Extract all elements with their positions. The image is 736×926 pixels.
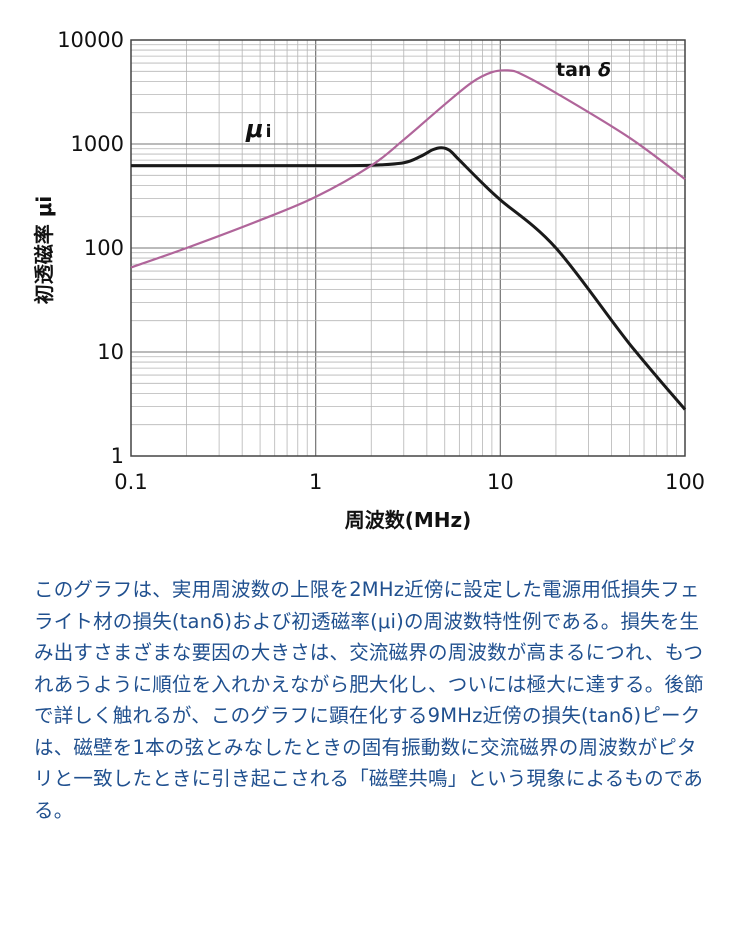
tan-word: tan (556, 59, 598, 81)
x-tick-label: 10 (487, 470, 514, 494)
y-tick-label: 100 (84, 236, 124, 260)
y-tick-label: 10000 (57, 28, 124, 52)
series-layer (130, 69, 687, 411)
tan-delta-series-line (130, 69, 686, 269)
y-tick-label: 1000 (71, 132, 124, 156)
x-axis-label: 周波数(MHz) (345, 508, 472, 532)
tan-delta-series-label: tan δ (556, 59, 611, 81)
x-tick-label: 100 (665, 470, 705, 494)
mu-subscript: i (266, 122, 272, 142)
x-tick-label: 0.1 (114, 470, 147, 494)
grid-lines (130, 39, 686, 457)
x-tick-label: 1 (309, 470, 322, 494)
y-tick-label: 10 (97, 340, 124, 364)
delta-symbol: δ (598, 59, 611, 81)
caption-paragraph: このグラフは、実用周波数の上限を2MHz近傍に設定した電源用低損失フェライト材の… (34, 578, 704, 822)
plot-frame (130, 39, 686, 457)
mu-i-series-line (130, 146, 687, 411)
y-axis-label: 初透磁率 μi (32, 196, 56, 305)
y-tick-label: 1 (111, 444, 124, 468)
mu-symbol: μ (245, 115, 264, 143)
